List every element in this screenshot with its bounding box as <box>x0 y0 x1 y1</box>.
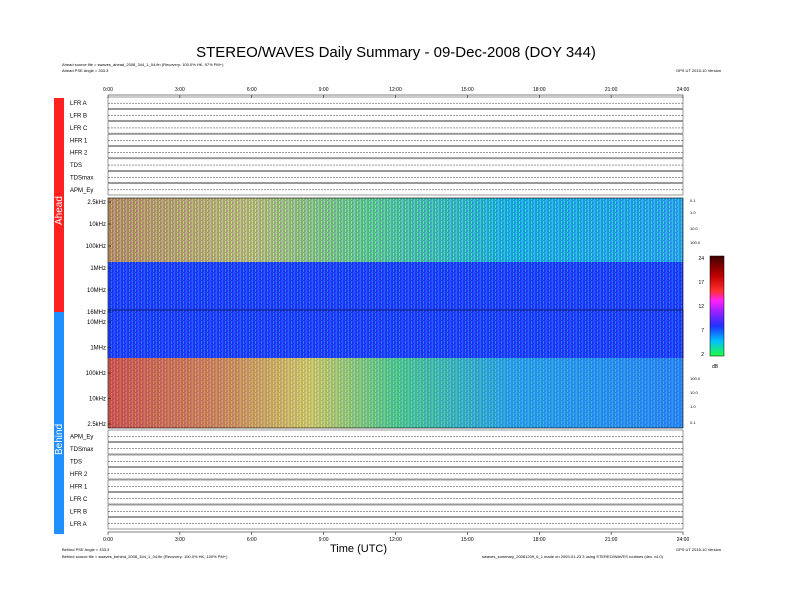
frequency-tick-label: 10MHz <box>87 288 106 294</box>
row-panel <box>107 504 684 517</box>
row-label: HFR 1 <box>70 484 88 490</box>
row-panel <box>107 442 684 455</box>
row-panel <box>107 171 684 183</box>
behind-frequency-axis: 10MHz 1MHz 100kHz 10kHz 2.5kHz <box>86 320 111 428</box>
bottom-time-axis: 0:00 3:00 6:00 9:00 12:00 15:00 18:00 21:00 24:0… <box>103 531 690 543</box>
time-tick-label: 21:00 <box>605 87 618 93</box>
frequency-tick-label: 16MHz <box>87 310 106 316</box>
row-label: LFR A <box>70 101 87 107</box>
ahead-angle-note: Ahead PSE Angle = 333.3 <box>62 68 109 73</box>
time-tick-label: 15:00 <box>461 537 474 543</box>
time-tick-label: 24:00 <box>677 537 690 543</box>
ahead-source-note: Ahead source file = swaves_ahead_2008_34… <box>62 62 224 67</box>
time-tick-label: 0:00 <box>103 537 113 543</box>
time-tick-label: 3:00 <box>175 87 185 93</box>
row-panel <box>107 109 684 121</box>
row-label: LFR C <box>70 497 88 503</box>
header-version-note: GPS UT 2015-10 Version <box>676 68 722 73</box>
behind-source-note: Behind source file = swaves_behind_2008_… <box>62 554 228 559</box>
colorbar-tick-label: 12 <box>698 304 704 310</box>
behind-row-panels: APM_Ey TDSmax TDS HFR 2 HFR 1 LFR C LFR B LFR A <box>70 429 684 530</box>
time-tick-label: 18:00 <box>533 87 546 93</box>
time-tick-label: 15:00 <box>461 87 474 93</box>
time-tick-label: 6:00 <box>247 87 257 93</box>
frequency-tick-label: 1MHz <box>90 346 106 352</box>
row-label: APM_Ey <box>70 434 93 440</box>
time-tick-label: 6:00 <box>247 537 257 543</box>
right-scale-label: 0.1 <box>690 420 696 425</box>
row-panel <box>107 467 684 480</box>
behind-side-bar <box>54 312 64 534</box>
row-label: HFR 1 <box>70 138 88 144</box>
row-panel <box>107 454 684 467</box>
behind-side-label: Behind <box>54 424 65 455</box>
row-panel <box>107 479 684 492</box>
time-tick-label: 18:00 <box>533 537 546 543</box>
row-panel <box>107 121 684 134</box>
behind-angle-note: Behind PSE Angle = 333.3 <box>62 547 110 552</box>
time-tick-label: 24:00 <box>677 87 690 93</box>
row-label: TDSmax <box>70 447 93 453</box>
row-label: TDSmax <box>70 175 93 181</box>
right-scale-label: 1.0 <box>690 404 696 409</box>
row-panel <box>107 96 684 109</box>
row-panel <box>107 517 684 530</box>
time-tick-label: 3:00 <box>175 537 185 543</box>
row-panel <box>107 492 684 505</box>
right-scale-label: 100.0 <box>690 376 701 381</box>
right-scale-label: 10.0 <box>690 226 699 231</box>
time-tick-label: 12:00 <box>389 87 402 93</box>
frequency-tick-label: 10MHz <box>87 320 106 326</box>
right-scale-label: 100.0 <box>690 240 701 245</box>
time-tick-label: 12:00 <box>389 537 402 543</box>
row-label: HFR 2 <box>70 472 88 478</box>
colorbar: 24 17 12 7 2 dB <box>698 255 725 370</box>
row-label: LFR B <box>70 114 87 120</box>
ahead-row-panels: LFR A LFR B LFR C HFR 1 HFR 2 TDS TDSmax APM_Ey <box>70 96 684 196</box>
row-label: HFR 2 <box>70 151 88 157</box>
right-intensity-scale: 0.1 1.0 10.0 100.0 100.0 10.0 1.0 0.1 <box>690 198 701 425</box>
footer-version-note: GPS UT 2015-10 Version <box>676 547 722 552</box>
time-tick-label: 0:00 <box>103 87 113 93</box>
frequency-tick-label: 1MHz <box>90 266 106 272</box>
x-axis-title: Time (UTC) <box>330 543 388 555</box>
row-label: LFR A <box>70 522 87 528</box>
row-label: APM_Ey <box>70 188 93 194</box>
frequency-tick-label: 100kHz <box>86 371 106 377</box>
colorbar-tick-label: 2 <box>701 352 704 358</box>
ahead-frequency-axis: 2.5kHz 10kHz 100kHz 1MHz 10MHz 16MHz <box>86 200 111 316</box>
row-panel <box>107 133 684 146</box>
frequency-tick-label: 10kHz <box>89 397 106 403</box>
row-panel <box>107 183 684 196</box>
chart-title: STEREO/WAVES Daily Summary - 09-Dec-2008… <box>196 44 596 61</box>
time-tick-label: 9:00 <box>319 87 329 93</box>
row-panel <box>107 146 684 159</box>
colorbar-tick-label: 17 <box>698 280 704 286</box>
row-label: TDS <box>70 163 82 169</box>
footer-generator-note: swaves_summary_20081209_6_1 made on 2009… <box>482 554 663 559</box>
right-scale-label: 0.1 <box>690 198 696 203</box>
right-scale-label: 1.0 <box>690 210 696 215</box>
frequency-tick-label: 2.5kHz <box>87 422 106 428</box>
row-label: TDS <box>70 459 82 465</box>
right-scale-label: 10.0 <box>690 390 699 395</box>
top-time-axis: 0:00 3:00 6:00 9:00 12:00 15:00 18:00 21:00 24:0… <box>103 87 689 98</box>
frequency-tick-label: 2.5kHz <box>87 200 106 206</box>
row-panel <box>107 158 684 171</box>
row-label: LFR B <box>70 509 87 515</box>
time-tick-label: 21:00 <box>605 537 618 543</box>
colorbar-unit: dB <box>712 364 719 370</box>
row-panel <box>107 429 684 442</box>
ahead-side-bar <box>54 98 64 312</box>
frequency-tick-label: 10kHz <box>89 222 106 228</box>
behind-spectrogram <box>107 309 684 429</box>
row-label: LFR C <box>70 126 88 132</box>
time-tick-label: 9:00 <box>319 537 329 543</box>
frequency-tick-label: 100kHz <box>86 244 106 250</box>
colorbar-tick-label: 7 <box>701 328 704 334</box>
ahead-side-label: Ahead <box>54 196 65 225</box>
colorbar-tick-label: 24 <box>698 256 704 262</box>
